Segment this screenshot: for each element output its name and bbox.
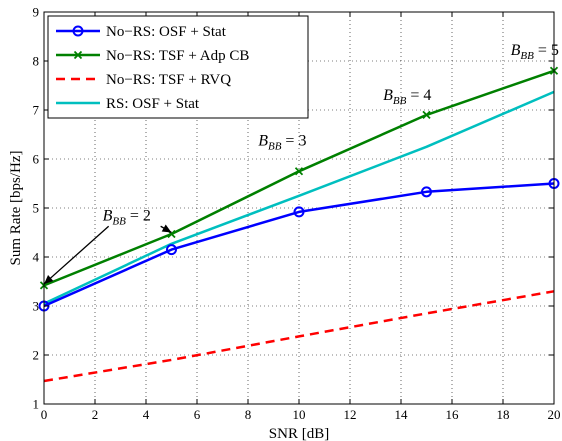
- data-point: [293, 206, 305, 218]
- x-tick-label: 2: [92, 407, 99, 422]
- y-tick-label: 6: [33, 152, 40, 167]
- y-tick-label: 8: [33, 54, 40, 69]
- annotation-arrowhead: [44, 274, 54, 284]
- y-tick-label: 7: [33, 103, 40, 118]
- series-line: [43, 90, 555, 305]
- series-line: [43, 290, 555, 383]
- x-tick-label: 14: [395, 407, 409, 422]
- series-line: [43, 182, 555, 308]
- x-axis-title: SNR [dB]: [269, 426, 329, 441]
- x-tick-label: 0: [41, 407, 48, 422]
- annotation-label: BBB = 4: [383, 87, 431, 107]
- marker-stroke: [422, 110, 431, 120]
- legend-label: No−RS: OSF + Stat: [106, 24, 227, 40]
- y-tick-label: 1: [33, 397, 40, 412]
- legend-label: No−RS: TSF + RVQ: [106, 72, 231, 88]
- x-tick-label: 6: [194, 407, 201, 422]
- legend: No−RS: OSF + Stat No−RS: TSF + Adp CB No−R…: [47, 15, 309, 119]
- y-tick-label: 2: [33, 348, 40, 363]
- series-layer: [38, 66, 560, 383]
- annotation-label: BBB = 2: [103, 207, 151, 227]
- legend-box: [47, 15, 309, 119]
- x-tick-label: 18: [497, 407, 510, 422]
- x-tick-label: 20: [548, 407, 561, 422]
- y-tick-label: 9: [33, 5, 40, 20]
- x-tick-label: 16: [446, 407, 460, 422]
- data-point: [166, 244, 177, 256]
- annotation-label: BBB = 5: [511, 42, 559, 62]
- x-tick-label: 10: [293, 407, 306, 422]
- x-tick-label: 12: [344, 407, 357, 422]
- marker-stroke: [167, 229, 176, 239]
- y-tick-label: 3: [33, 299, 40, 314]
- y-tick-label: 4: [33, 250, 40, 265]
- y-tick-label: 5: [33, 201, 40, 216]
- y-axis-title: Sum Rate [bps/Hz]: [8, 151, 24, 266]
- x-tick-label: 8: [245, 407, 252, 422]
- annotations: BBB = 2 BBB = 3 BBB = 4 BBB = 5: [43, 42, 559, 285]
- marker-stroke: [294, 167, 304, 176]
- marker-stroke: [73, 50, 83, 60]
- legend-label: No−RS: TSF + Adp CB: [106, 48, 249, 64]
- legend-marker: [73, 50, 83, 60]
- annotation-label: BBB = 3: [258, 132, 306, 152]
- legend-label: RS: OSF + Stat: [106, 96, 200, 112]
- data-point: [294, 167, 304, 176]
- annotation-arrow: [43, 225, 110, 285]
- data-point: [422, 110, 431, 120]
- x-tick-label: 4: [143, 407, 150, 422]
- annotation-arrowhead: [161, 224, 172, 233]
- legend-marker: [72, 25, 84, 37]
- data-point: [421, 186, 432, 198]
